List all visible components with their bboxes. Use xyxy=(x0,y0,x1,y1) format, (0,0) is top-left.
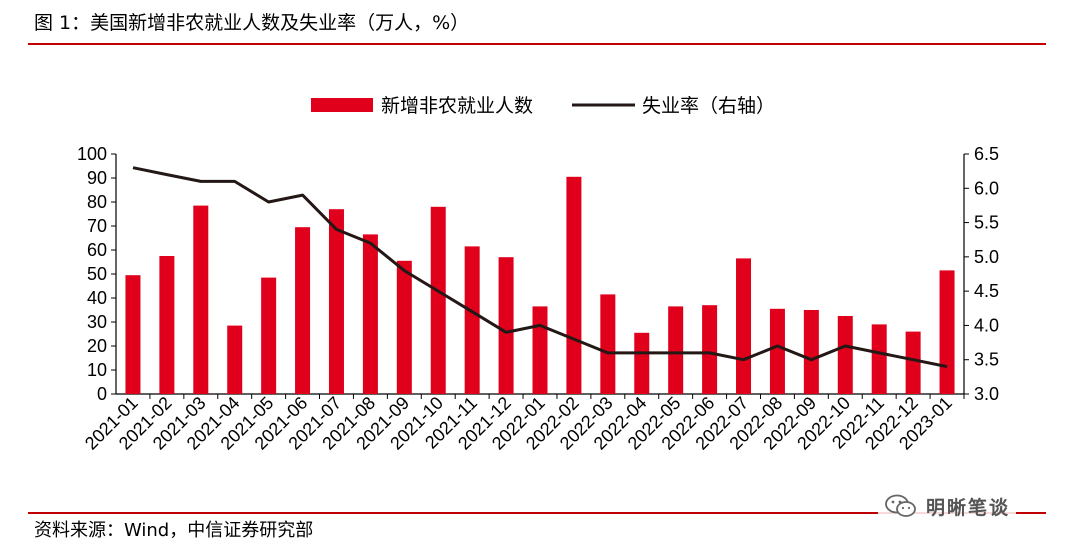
bar xyxy=(939,270,955,394)
bar xyxy=(532,306,548,394)
unemployment-line xyxy=(132,166,948,369)
plot-area: 0 10 20 30 40 50 60 70 80 90 100 3.0 3.5 4.0 4.5 5.0 5.5… xyxy=(77,144,999,454)
y-right-tick-label: 6.5 xyxy=(974,144,999,164)
legend-bar-label: 新增非农就业人数 xyxy=(381,95,533,117)
y-left-tick-label: 0 xyxy=(97,384,107,404)
bar xyxy=(193,205,209,394)
y-left-tick-label: 60 xyxy=(87,240,107,260)
y-right-tick-label: 5.0 xyxy=(974,247,999,267)
y-left-tick-label: 70 xyxy=(87,216,107,236)
y-left-tick-label: 50 xyxy=(87,264,107,284)
bar xyxy=(803,310,819,394)
bar xyxy=(227,325,243,394)
bar xyxy=(430,206,446,394)
y-left-tick-label: 100 xyxy=(77,144,107,164)
y-right-tick-label: 6.0 xyxy=(974,178,999,198)
bar xyxy=(769,308,785,394)
title-divider xyxy=(28,43,1046,45)
bar xyxy=(600,294,616,394)
bar xyxy=(261,277,277,394)
bar xyxy=(396,260,412,394)
y-right-tick-label: 4.0 xyxy=(974,315,999,335)
bar xyxy=(498,257,514,394)
legend-line-label: 失业率（右轴） xyxy=(642,95,775,117)
legend: 新增非农就业人数 失业率（右轴） xyxy=(311,95,775,117)
chart: 新增非农就业人数 失业率（右轴） 0 10 20 30 40 50 60 70 80 90 100 3… xyxy=(77,95,999,454)
bar xyxy=(159,256,175,394)
bar xyxy=(837,316,853,394)
bar xyxy=(362,234,378,394)
source-note: 资料来源：Wind，中信证券研究部 xyxy=(34,520,314,541)
bar xyxy=(736,258,752,394)
watermark-text: 明晰笔谈 xyxy=(926,496,1011,519)
y-right-tick-label: 3.0 xyxy=(974,384,999,404)
figure-title: 图 1：美国新增非农就业人数及失业率（万人，%） xyxy=(34,12,470,34)
wechat-icon xyxy=(885,494,916,517)
bar xyxy=(871,324,887,394)
bar xyxy=(634,332,650,394)
source-divider xyxy=(28,512,1046,514)
bar xyxy=(295,227,311,394)
bar xyxy=(566,176,582,394)
y-right-tick-label: 4.5 xyxy=(974,281,999,301)
bar xyxy=(328,209,344,394)
y-left-tick-label: 10 xyxy=(87,360,107,380)
legend-bar-swatch xyxy=(311,98,373,112)
y-left-tick-label: 80 xyxy=(87,192,107,212)
watermark: 明晰笔谈 xyxy=(878,491,1017,521)
y-left-tick-label: 20 xyxy=(87,336,107,356)
y-left-tick-label: 30 xyxy=(87,312,107,332)
y-right-tick-label: 5.5 xyxy=(974,213,999,233)
bar xyxy=(668,306,684,394)
bar xyxy=(464,246,480,394)
y-right-tick-label: 3.5 xyxy=(974,350,999,370)
bar xyxy=(125,275,141,394)
y-left-tick-label: 90 xyxy=(87,168,107,188)
y-left-tick-label: 40 xyxy=(87,288,107,308)
bar xyxy=(905,331,921,394)
bar xyxy=(702,305,718,394)
